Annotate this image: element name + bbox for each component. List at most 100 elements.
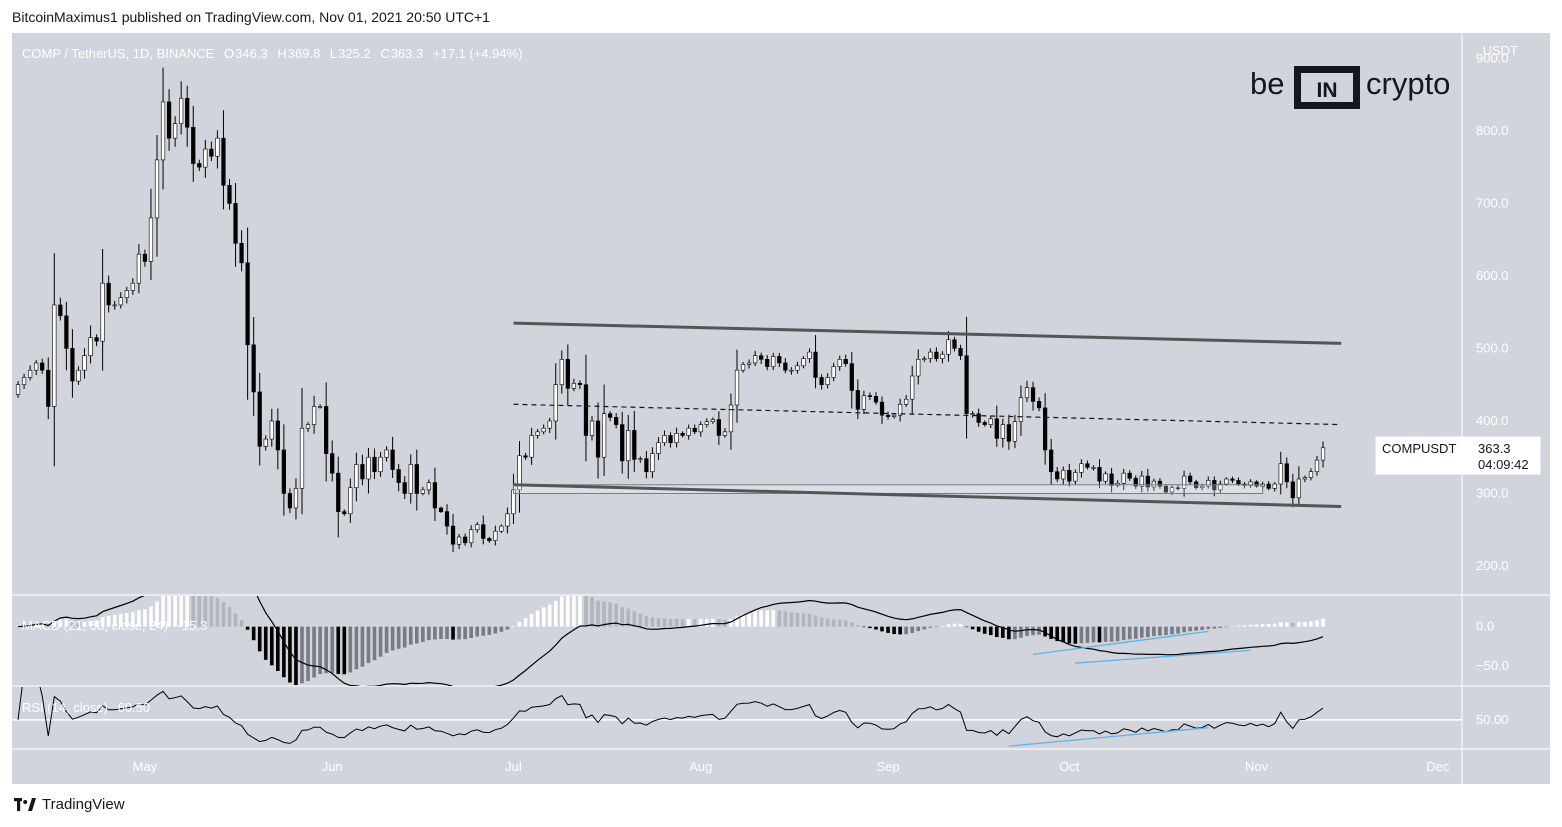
macd-hist-bar xyxy=(318,626,322,675)
candle-down xyxy=(1254,481,1259,487)
candle-down xyxy=(342,511,347,515)
macd-hist-bar xyxy=(632,611,637,627)
macd-hist-bar xyxy=(269,626,274,666)
macd-hist-bar xyxy=(34,624,38,627)
macd-axis-tick: 0.0 xyxy=(1476,619,1494,634)
price-axis[interactable]: USDT 200.0 300.0 400.0 500.0 600.0 700.0 800.0 9… xyxy=(1476,43,1518,727)
macd-legend-label: MACD (21, 50, close, 24) xyxy=(22,618,168,633)
trendlines xyxy=(512,321,1342,509)
macd-hist-bar xyxy=(759,610,763,627)
candle-down xyxy=(692,427,697,433)
candle-down xyxy=(166,101,172,139)
macd-hist-bar xyxy=(1164,626,1168,636)
candle-up xyxy=(529,435,534,458)
candle-up xyxy=(861,395,866,410)
candle-up xyxy=(662,435,667,444)
macd-hist-bar xyxy=(686,619,691,627)
candle-up xyxy=(456,536,462,545)
macd-hist-bar xyxy=(1109,626,1114,642)
rsi-pane[interactable] xyxy=(12,672,1462,747)
candle-up xyxy=(898,403,903,416)
candle-down xyxy=(819,377,824,386)
candle-up xyxy=(88,337,93,356)
macd-hist-bar xyxy=(1272,623,1277,627)
candle-down xyxy=(765,359,770,367)
macd-hist-bar xyxy=(233,613,238,627)
macd-hist-bar xyxy=(76,621,81,627)
price-tag-symbol: COMPUSDT xyxy=(1382,441,1456,456)
time-axis-label: Jun xyxy=(322,759,343,774)
candle-down xyxy=(1049,449,1054,473)
rsi-axis-tick: 50.00 xyxy=(1476,712,1509,727)
macd-hist-bar xyxy=(801,613,806,627)
legend-symbol: COMP / TetherUS, 1D, BINANCE xyxy=(22,46,215,61)
candle-down xyxy=(402,482,407,494)
macd-hist-bar xyxy=(517,621,522,627)
candle-up xyxy=(1169,487,1175,493)
time-axis-label: Aug xyxy=(689,759,712,774)
candle-up xyxy=(263,438,268,447)
candle-down xyxy=(142,253,148,262)
macd-hist-bar xyxy=(28,625,32,627)
macd-hist-bar xyxy=(1315,620,1319,627)
price-axis-tick: 900.0 xyxy=(1476,50,1509,65)
candle-up xyxy=(674,432,679,444)
candle-up xyxy=(553,384,558,422)
macd-hist-bar xyxy=(620,607,625,627)
macd-hist-bar xyxy=(439,626,443,639)
price-axis-tick: 400.0 xyxy=(1476,413,1509,428)
candle-up xyxy=(916,359,921,377)
macd-hist-bar xyxy=(1254,624,1259,627)
candle-up xyxy=(76,369,81,382)
candle-down xyxy=(855,390,860,410)
macd-pane[interactable] xyxy=(17,550,1325,688)
candle-down xyxy=(46,369,51,407)
candle-up xyxy=(904,398,909,405)
macd-hist-bar xyxy=(251,626,256,641)
macd-hist-bar xyxy=(614,603,618,627)
price-pane[interactable] xyxy=(15,67,1326,553)
candle-up xyxy=(1206,480,1211,487)
macd-axis-tick: −50.0 xyxy=(1476,658,1509,673)
tradingview-footer[interactable]: TradingView xyxy=(14,796,125,813)
macd-hist-bar xyxy=(1284,622,1289,627)
candle-up xyxy=(1181,475,1187,489)
candle-down xyxy=(40,362,45,371)
chart-container[interactable]: USDT 200.0 300.0 400.0 500.0 600.0 700.0 800.0 9… xyxy=(12,33,1550,784)
macd-hist-bar xyxy=(698,619,703,627)
candle-down xyxy=(233,203,238,244)
macd-hist-bar xyxy=(288,626,292,683)
macd-hist-bar xyxy=(276,626,280,671)
macd-hist-bar xyxy=(668,618,673,627)
macd-hist-bar xyxy=(1266,624,1271,627)
macd-hist-bar xyxy=(1230,626,1235,627)
candle-down xyxy=(1236,480,1241,485)
candle-up xyxy=(1314,459,1320,473)
macd-hist-bar xyxy=(245,626,250,630)
macd-hist-bar xyxy=(1127,626,1132,640)
candle-up xyxy=(311,406,317,425)
candle-up xyxy=(1024,387,1030,399)
candle-down xyxy=(523,455,528,458)
macd-hist-bar xyxy=(1170,626,1174,635)
rsi-content xyxy=(17,687,1324,744)
candle-up xyxy=(988,418,993,425)
macd-hist-bar xyxy=(711,618,715,627)
legend-high: 369.8 xyxy=(288,46,321,61)
macd-hist-bar xyxy=(765,610,770,627)
macd-hist-bar xyxy=(819,617,824,627)
macd-hist-bar xyxy=(1061,626,1066,643)
macd-hist-bar xyxy=(112,614,117,627)
candle-down xyxy=(595,420,601,458)
macd-hist-bar xyxy=(783,611,788,627)
candle-down xyxy=(777,356,782,364)
candle-up xyxy=(52,304,57,407)
candle-up xyxy=(426,482,431,491)
time-axis[interactable]: May Jun Jul Aug Sep Oct Nov Dec xyxy=(133,759,1450,774)
candle-up xyxy=(28,369,33,378)
candle-down xyxy=(1055,471,1060,480)
macd-hist-bar xyxy=(161,596,165,627)
legend-close-label: C xyxy=(380,46,389,61)
price-chart[interactable]: USDT 200.0 300.0 400.0 500.0 600.0 700.0 800.0 9… xyxy=(12,33,1550,784)
candle-up xyxy=(215,137,220,157)
